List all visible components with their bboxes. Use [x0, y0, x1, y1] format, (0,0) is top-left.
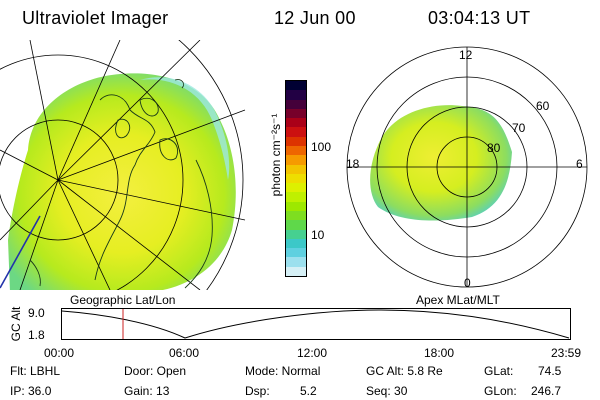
terminator-line — [0, 215, 41, 289]
polar-panel-label: Apex MLat/MLT — [416, 293, 500, 307]
aurora-edge-cyan — [140, 77, 230, 180]
mlt-label-6: 6 — [576, 157, 583, 171]
polar-mlat-mlt-plot: 12 18 6 0 60 70 80 — [346, 46, 588, 290]
time-tick-0000: 00:00 — [44, 346, 75, 360]
colorbar-segment — [286, 220, 306, 230]
time-tick-0600: 06:00 — [169, 346, 200, 360]
colorbar-segment — [286, 183, 306, 193]
colorbar-tick-100: 100 — [311, 140, 332, 154]
altitude-tick-min: 1.8 — [28, 328, 45, 342]
colorbar-segment — [286, 192, 306, 202]
mlat-label-70: 70 — [512, 121, 526, 135]
gain-info: Gain: 13 — [124, 384, 170, 398]
time-label: 03:04:13 UT — [428, 8, 531, 28]
date-label: 12 Jun 00 — [274, 8, 356, 28]
mlt-label-18: 18 — [346, 157, 360, 171]
colorbar-segment — [286, 201, 306, 211]
time-tick-2359: 23:59 — [551, 346, 582, 360]
colorbar-segment — [286, 229, 306, 239]
colorbar-segment — [286, 248, 306, 258]
colorbar-segment — [286, 136, 306, 146]
glon-label: GLon: — [484, 384, 517, 398]
coastlines — [29, 79, 213, 289]
colorbar-segment — [286, 145, 306, 156]
mode-info: Mode: Normal — [245, 364, 321, 378]
glat-value: 74.5 — [538, 364, 562, 378]
colorbar-segment — [286, 238, 306, 249]
colorbar-segment — [286, 210, 306, 221]
altitude-axis-label: GC Alt — [9, 306, 23, 342]
colorbar-segment — [286, 164, 306, 174]
colorbar-segment — [286, 155, 306, 165]
colorbar-segment — [286, 108, 306, 119]
altitude-curve — [61, 309, 570, 339]
filter-info: Flt: LBHL — [10, 364, 61, 378]
time-tick-1200: 12:00 — [297, 346, 328, 360]
door-info: Door: Open — [124, 364, 187, 378]
polar-grid — [346, 46, 588, 288]
colorbar-tick-10: 10 — [311, 228, 325, 242]
altitude-plot — [61, 308, 571, 340]
sequence-info: Seq: 30 — [366, 384, 408, 398]
dsp-label: Dsp: — [245, 384, 270, 398]
colorbar-segment — [286, 90, 306, 100]
colorbar-unit-label: photon cm⁻²s⁻¹ — [269, 113, 283, 197]
colorbar-segment — [286, 99, 306, 109]
aurora-emission — [8, 73, 236, 290]
latlon-grid — [0, 40, 246, 290]
mlt-label-0: 0 — [464, 276, 471, 290]
dsp-value: 5.2 — [300, 384, 317, 398]
glat-label: GLat: — [484, 364, 514, 378]
time-tick-1800: 18:00 — [424, 346, 455, 360]
colorbar-segment — [286, 257, 306, 267]
mlt-label-12: 12 — [459, 48, 473, 62]
mlat-label-60: 60 — [536, 99, 550, 113]
mlat-label-80: 80 — [487, 141, 501, 155]
ip-info: IP: 36.0 — [10, 384, 52, 398]
colorbar-segment — [286, 81, 306, 91]
colorbar-segment — [286, 127, 306, 137]
colorbar-segment — [286, 266, 306, 276]
colorbar-segment — [286, 173, 306, 184]
app-title: Ultraviolet Imager — [22, 8, 169, 28]
auroral-oval — [370, 105, 512, 221]
gc-alt-info: GC Alt: 5.8 Re — [366, 364, 443, 378]
altitude-tick-max: 9.0 — [28, 306, 45, 320]
geographic-image — [0, 40, 246, 290]
colorbar-segment — [286, 118, 306, 128]
glon-value: 246.7 — [531, 384, 562, 398]
color-scale-bar — [285, 80, 307, 277]
geo-panel-label: Geographic Lat/Lon — [70, 293, 176, 307]
